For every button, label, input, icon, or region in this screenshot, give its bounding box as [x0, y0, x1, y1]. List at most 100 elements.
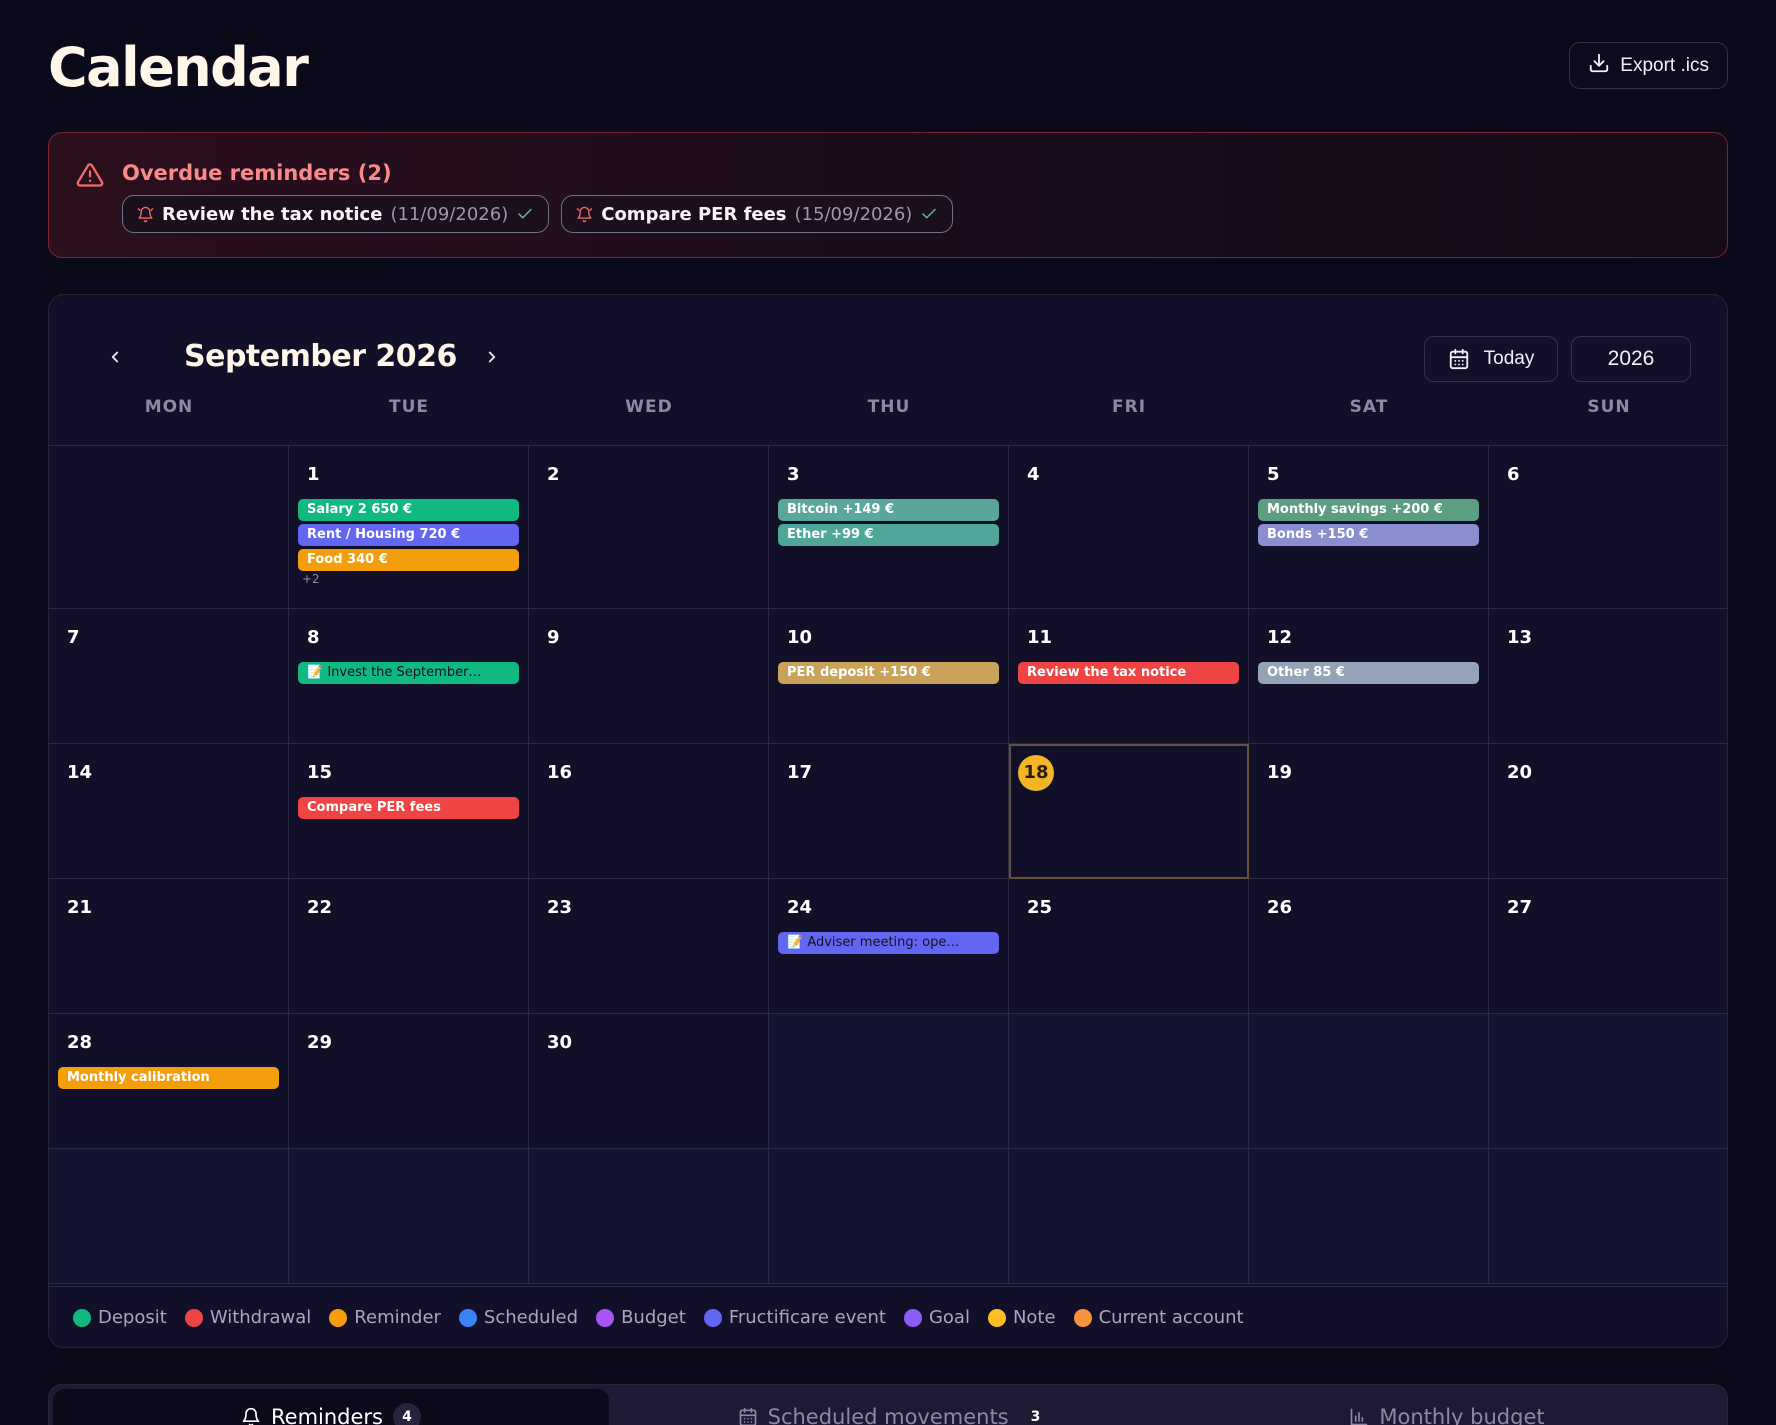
day-cell-13[interactable]: 13: [1489, 609, 1727, 744]
day-cell-17[interactable]: 17: [769, 744, 1009, 879]
weekday-header-row: MON TUE WED THU FRI SAT SUN: [49, 397, 1727, 429]
event-legend: Deposit Withdrawal Reminder Scheduled Budget…: [49, 1286, 1727, 1347]
day-cell-21[interactable]: 21: [49, 879, 289, 1014]
empty-day-cell: [1249, 1149, 1489, 1284]
year-button[interactable]: 2026: [1571, 336, 1691, 382]
overdue-reminder-chip[interactable]: Review the tax notice (11/09/2026): [122, 195, 550, 233]
day-cell-9[interactable]: 9: [529, 609, 769, 744]
day-number: 7: [67, 627, 80, 648]
day-cell-10[interactable]: 10 PER deposit +150 €: [769, 609, 1009, 744]
day-cell-6[interactable]: 6: [1489, 446, 1727, 609]
download-icon: [1588, 52, 1610, 80]
day-cell-23[interactable]: 23: [529, 879, 769, 1014]
legend-item: Note: [987, 1307, 1056, 1328]
empty-day-cell: [49, 1149, 289, 1284]
day-cell-5[interactable]: 5 Monthly savings +200 € Bonds +150 €: [1249, 446, 1489, 609]
day-cell-8[interactable]: 8 📝 Invest the September…: [289, 609, 529, 744]
export-label: Export .ics: [1620, 54, 1709, 76]
calendar-event-pill[interactable]: Rent / Housing 720 €: [298, 524, 519, 546]
calendar-event-pill[interactable]: Other 85 €: [1258, 662, 1479, 684]
day-cell-28[interactable]: 28 Monthly calibration: [49, 1014, 289, 1149]
weekday-sat: SAT: [1349, 397, 1389, 417]
day-number: 22: [307, 897, 333, 918]
today-button[interactable]: Today: [1424, 336, 1558, 382]
month-title: September 2026: [184, 339, 457, 374]
day-number: 23: [547, 897, 573, 918]
day-cell-4[interactable]: 4: [1009, 446, 1249, 609]
tab-scheduled-movements[interactable]: Scheduled movements 3: [609, 1389, 1169, 1425]
weekday-sun: SUN: [1587, 397, 1631, 417]
day-number: 25: [1027, 897, 1053, 918]
more-events-link[interactable]: +2: [302, 572, 320, 586]
tab-monthly-budget[interactable]: Monthly budget: [1169, 1389, 1725, 1425]
day-cell-22[interactable]: 22: [289, 879, 529, 1014]
calendar-event-pill[interactable]: Monthly calibration: [58, 1067, 279, 1089]
day-cell-19[interactable]: 19: [1249, 744, 1489, 879]
day-number: 11: [1027, 627, 1053, 648]
calendar-event-pill[interactable]: PER deposit +150 €: [778, 662, 999, 684]
event-list: Review the tax notice: [1018, 662, 1239, 684]
day-cell-18[interactable]: 18: [1009, 744, 1249, 879]
calendar-event-pill[interactable]: 📝 Invest the September…: [298, 662, 519, 684]
calendar-event-pill[interactable]: Ether +99 €: [778, 524, 999, 546]
day-cell-24[interactable]: 24 📝 Adviser meeting: ope…: [769, 879, 1009, 1014]
calendar-event-pill[interactable]: Bonds +150 €: [1258, 524, 1479, 546]
event-list: PER deposit +150 €: [778, 662, 999, 684]
empty-day-cell: [1009, 1014, 1249, 1149]
day-cell-3[interactable]: 3 Bitcoin +149 € Ether +99 €: [769, 446, 1009, 609]
day-cell-2[interactable]: 2: [529, 446, 769, 609]
day-cell-26[interactable]: 26: [1249, 879, 1489, 1014]
calendar-event-pill[interactable]: Compare PER fees: [298, 797, 519, 819]
day-cell-25[interactable]: 25: [1009, 879, 1249, 1014]
calendar-event-pill[interactable]: Review the tax notice: [1018, 662, 1239, 684]
calendar-event-pill[interactable]: Salary 2 650 €: [298, 499, 519, 521]
event-list: Other 85 €: [1258, 662, 1479, 684]
day-number: 13: [1507, 627, 1533, 648]
day-cell-30[interactable]: 30: [529, 1014, 769, 1149]
legend-dot: [73, 1308, 91, 1327]
tab-count-badge: 4: [393, 1403, 421, 1425]
legend-item: Withdrawal: [184, 1307, 311, 1328]
bell-icon: [241, 1405, 261, 1425]
legend-label: Note: [1012, 1307, 1056, 1328]
previous-month-button[interactable]: [100, 342, 130, 372]
day-cell-16[interactable]: 16: [529, 744, 769, 879]
empty-day-cell: [289, 1149, 529, 1284]
check-icon[interactable]: [920, 205, 938, 223]
next-month-button[interactable]: [477, 342, 507, 372]
empty-day-cell: [49, 446, 289, 609]
legend-label: Budget: [621, 1307, 686, 1328]
calendar-event-pill[interactable]: Monthly savings +200 €: [1258, 499, 1479, 521]
day-cell-15[interactable]: 15 Compare PER fees: [289, 744, 529, 879]
calendar-event-pill[interactable]: Bitcoin +149 €: [778, 499, 999, 521]
calendar-event-pill[interactable]: 📝 Adviser meeting: ope…: [778, 932, 999, 954]
day-number: 19: [1267, 762, 1293, 783]
tab-reminders[interactable]: Reminders 4: [53, 1389, 609, 1425]
export-ics-button[interactable]: Export .ics: [1569, 42, 1728, 89]
legend-item: Fructificare event: [703, 1307, 886, 1328]
day-cell-7[interactable]: 7: [49, 609, 289, 744]
legend-item: Goal: [903, 1307, 970, 1328]
overdue-reminder-date: (11/09/2026): [390, 203, 509, 225]
check-icon[interactable]: [516, 205, 534, 223]
legend-label: Reminder: [354, 1307, 441, 1328]
tab-label: Monthly budget: [1379, 1405, 1545, 1425]
event-list: 📝 Invest the September…: [298, 662, 519, 684]
legend-label: Current account: [1098, 1307, 1244, 1328]
overdue-reminder-chip[interactable]: Compare PER fees (15/09/2026): [561, 195, 954, 233]
day-cell-14[interactable]: 14: [49, 744, 289, 879]
day-cell-1[interactable]: 1 Salary 2 650 € Rent / Housing 720 € Food …: [289, 446, 529, 609]
legend-dot: [596, 1308, 615, 1327]
overdue-reminder-title: Review the tax notice: [162, 203, 383, 225]
day-cell-29[interactable]: 29: [289, 1014, 529, 1149]
day-number: 10: [787, 627, 813, 648]
day-number: 24: [787, 897, 813, 918]
bell-icon: [576, 206, 593, 223]
calendar-event-pill[interactable]: Food 340 €: [298, 549, 519, 571]
day-cell-20[interactable]: 20: [1489, 744, 1727, 879]
legend-label: Goal: [928, 1307, 970, 1328]
day-cell-12[interactable]: 12 Other 85 €: [1249, 609, 1489, 744]
day-cell-27[interactable]: 27: [1489, 879, 1727, 1014]
day-cell-11[interactable]: 11 Review the tax notice: [1009, 609, 1249, 744]
today-day-number: 18: [1018, 755, 1054, 791]
